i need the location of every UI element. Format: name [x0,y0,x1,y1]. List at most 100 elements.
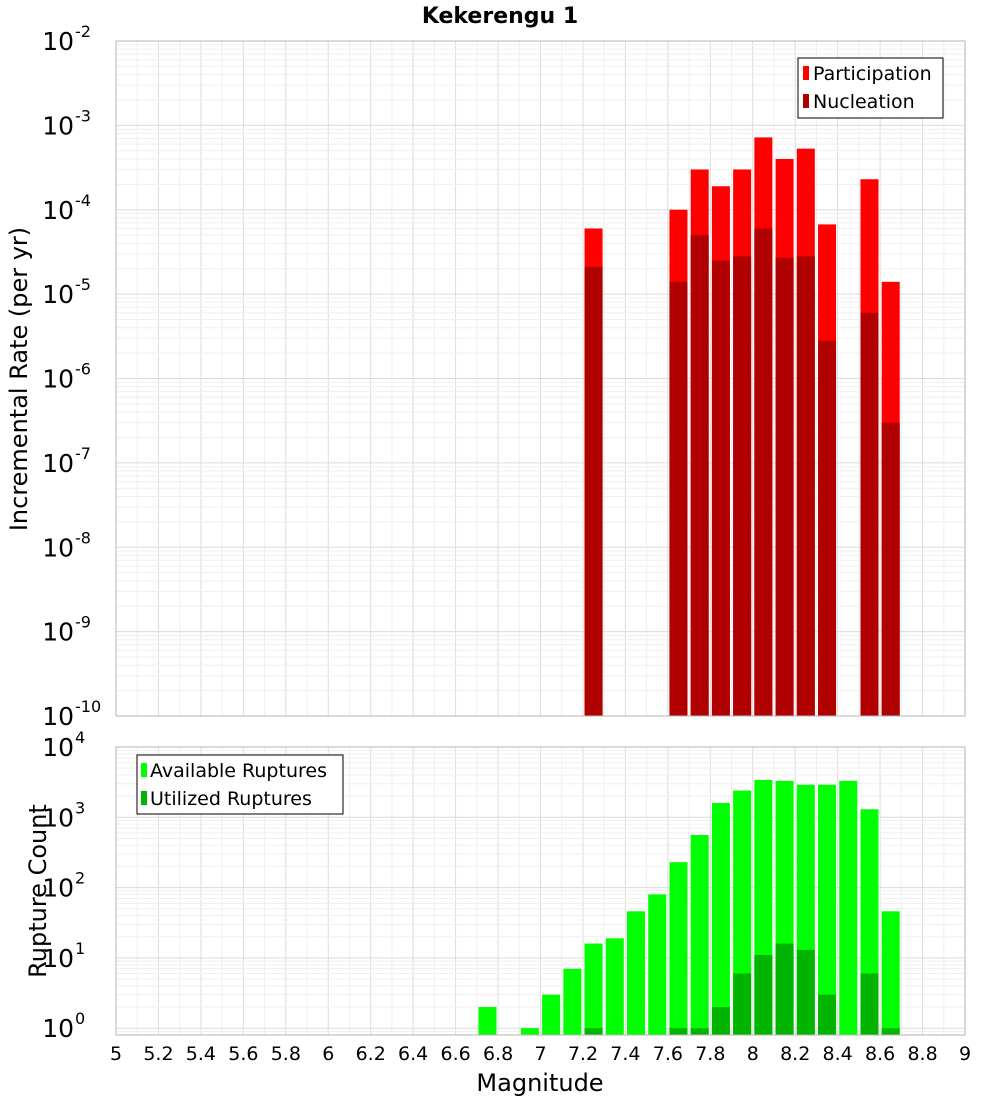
y-tick-label: 10 [42,1014,74,1043]
utilized-ruptures-bar [754,954,773,1035]
available-ruptures-bar [542,994,561,1035]
y-tick-label: 10 [42,449,74,478]
available-ruptures-bar [881,911,900,1035]
nucleation-bar [669,281,688,716]
x-axis-label: Magnitude [476,1069,603,1097]
x-tick-label: 5.8 [271,1043,301,1065]
y-tick-label: 10 [42,733,74,762]
utilized-ruptures-bar [796,949,815,1035]
nucleation-bar [860,312,879,716]
rate-gridlines [115,40,966,717]
y-tick-label: 10 [42,944,74,973]
legend-label-utilized: Utilized Ruptures [150,788,312,810]
available-ruptures-bar [563,968,582,1035]
available-ruptures-bar [690,834,709,1035]
legend-label-participation: Participation [813,63,932,85]
y-tick-label: 10 [42,111,74,140]
x-tick-label: 5 [110,1043,122,1065]
nucleation-bar [711,260,730,716]
y-tick-label: 10 [42,618,74,647]
rate-y-axis-label: Incremental Rate (per yr) [5,227,33,531]
y-tick-label: 10 [42,803,74,832]
y-tick-exponent: -4 [75,191,91,210]
x-tick-label: 8.2 [780,1043,810,1065]
y-tick-exponent: 2 [75,869,85,888]
legend-swatch-available [141,763,147,777]
y-tick-exponent: -10 [75,697,101,716]
available-ruptures-bar [478,1007,497,1035]
x-tick-label: 8 [747,1043,759,1065]
y-tick-exponent: -2 [75,22,91,41]
available-ruptures-bar [648,894,667,1035]
legend-swatch-participation [803,66,809,80]
x-tick-label: 8.8 [907,1043,937,1065]
available-ruptures-bar [711,802,730,1035]
legend-swatch-utilized [141,791,147,805]
x-tick-label: 7.4 [610,1043,640,1065]
y-tick-exponent: -3 [75,106,91,125]
utilized-ruptures-bar [860,973,879,1035]
nucleation-bar [818,340,837,716]
utilized-ruptures-bar [775,943,794,1035]
utilized-ruptures-bar [733,973,752,1035]
legend-label-nucleation: Nucleation [813,91,915,113]
x-tick-label: 6.2 [356,1043,386,1065]
y-tick-label: 10 [42,533,74,562]
available-ruptures-bar [839,780,858,1035]
y-tick-exponent: 4 [75,728,85,747]
available-ruptures-bar [627,911,646,1035]
x-tick-label: 5.2 [143,1043,173,1065]
available-ruptures-bar [520,1028,539,1035]
utilized-ruptures-bar [818,994,837,1035]
utilized-ruptures-bar [669,1028,688,1035]
nucleation-bar [733,256,752,716]
rate-legend: Participation Nucleation [797,57,944,119]
y-tick-label: 10 [42,365,74,394]
y-tick-exponent: 0 [75,1009,85,1028]
utilized-ruptures-bar [881,1028,900,1035]
x-tick-label: 9 [959,1043,971,1065]
x-tick-label: 5.6 [228,1043,258,1065]
available-ruptures-bar [818,784,837,1035]
y-tick-exponent: -8 [75,528,91,547]
count-plot-frame [115,746,966,1036]
nucleation-bar [796,256,815,716]
available-ruptures-bar [605,938,624,1035]
x-tick-label: 8.4 [823,1043,853,1065]
x-tick-label: 6.8 [483,1043,513,1065]
available-ruptures-bar [584,943,603,1035]
utilized-ruptures-bar [584,1028,603,1035]
x-tick-label: 6.6 [440,1043,470,1065]
y-tick-label: 10 [42,27,74,56]
count-legend-box [136,754,344,815]
x-tick-label: 6 [322,1043,334,1065]
legend-label-available: Available Ruptures [150,760,327,782]
x-tick-label: 6.4 [398,1043,428,1065]
y-tick-exponent: 1 [75,939,85,958]
x-tick-label: 5.4 [186,1043,216,1065]
x-tick-label: 7.8 [695,1043,725,1065]
count-legend: Available Ruptures Utilized Ruptures [136,754,344,815]
chart-title: Kekerengu 1 [422,4,578,29]
y-tick-exponent: -9 [75,613,91,632]
nucleation-bar [584,266,603,716]
y-tick-label: 10 [42,280,74,309]
utilized-ruptures-bar [690,1028,709,1035]
rate-legend-box [797,57,944,119]
y-tick-exponent: 3 [75,798,85,817]
rate-bars [584,137,900,717]
count-bars [478,779,900,1035]
count-y-axis-label: Rupture Count [24,804,52,978]
x-tick-label: 8.6 [865,1043,895,1065]
x-tick-label: 7 [534,1043,546,1065]
nucleation-bar [754,228,773,716]
y-tick-exponent: -5 [75,275,91,294]
y-tick-exponent: -7 [75,444,91,463]
legend-swatch-nucleation [803,94,809,108]
utilized-ruptures-bar [711,1007,730,1035]
available-ruptures-bar [669,862,688,1035]
